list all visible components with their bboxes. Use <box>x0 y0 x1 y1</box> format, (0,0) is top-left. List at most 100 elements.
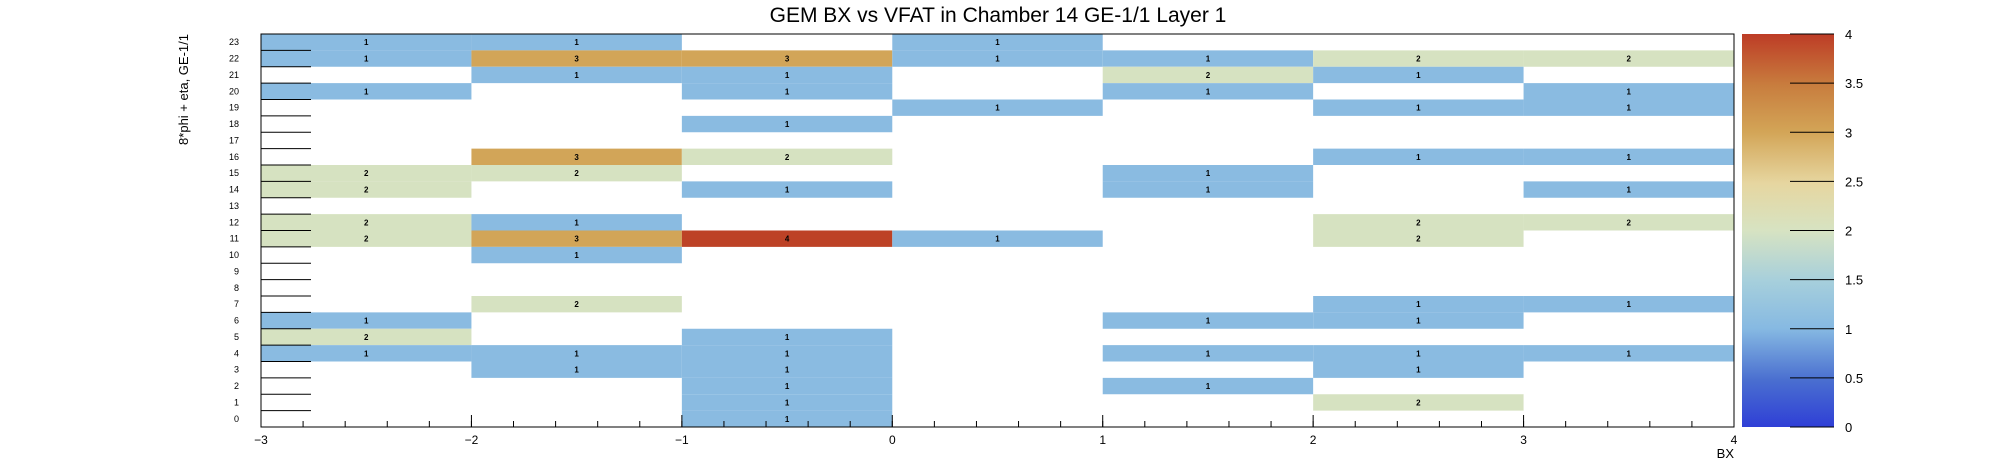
cell-value-label: 4 <box>785 235 790 244</box>
heatmap-cell <box>1313 230 1524 247</box>
cell-value-label: 1 <box>364 349 369 358</box>
cell-value-label: 1 <box>1416 104 1421 113</box>
heatmap-cells <box>261 34 1734 427</box>
heatmap-cell <box>471 34 682 51</box>
cell-value-label: 2 <box>1416 218 1421 227</box>
heatmap-cell <box>471 50 682 67</box>
heatmap-cell <box>471 148 682 165</box>
heatmap-cell <box>681 181 893 198</box>
cell-value-label: 1 <box>1627 349 1632 358</box>
cell-value-label: 2 <box>1206 71 1211 80</box>
y-tick-label: 14 <box>229 185 239 195</box>
heatmap-cell <box>471 66 682 84</box>
x-tick-label: −2 <box>465 433 479 447</box>
cell-value-label: 1 <box>1206 317 1211 326</box>
heatmap-cell <box>1523 83 1734 100</box>
colorbar-tick-label: 2 <box>1845 224 1852 239</box>
heatmap-cell <box>681 115 893 133</box>
heatmap-cell <box>892 34 1103 51</box>
heatmap-cell <box>1313 66 1524 84</box>
heatmap-cell <box>892 99 1103 116</box>
heatmap-cell <box>681 361 893 378</box>
heatmap-cell <box>681 230 893 247</box>
cell-value-label: 1 <box>574 349 579 358</box>
cell-value-label: 1 <box>995 38 1000 47</box>
cell-value-label: 2 <box>574 169 579 178</box>
heatmap-cell <box>1313 148 1524 165</box>
heatmap-cell <box>1102 66 1314 84</box>
cell-value-label: 1 <box>995 55 1000 64</box>
heatmap-cell <box>261 345 472 362</box>
colorbar-tick-label: 1 <box>1845 322 1852 337</box>
y-tick-label: 12 <box>229 217 239 227</box>
cell-value-label: 1 <box>785 415 790 424</box>
cell-value-label: 3 <box>574 55 579 64</box>
heatmap-cell <box>681 410 893 427</box>
y-tick-label: 23 <box>229 37 239 47</box>
cell-value-label: 1 <box>1416 153 1421 162</box>
heatmap-cell <box>681 377 893 395</box>
cell-value-label: 2 <box>364 218 369 227</box>
cell-value-label: 1 <box>574 38 579 47</box>
colorbar-ticks: 0 0.5 1 1.5 2 2.5 3 3.5 4 <box>1790 27 1863 435</box>
colorbar-tick-label: 2.5 <box>1845 174 1863 189</box>
cell-value-label: 1 <box>364 87 369 96</box>
cell-value-label: 1 <box>574 71 579 80</box>
heatmap-cell <box>1313 312 1524 329</box>
heatmap-cell <box>471 246 682 264</box>
cell-value-label: 3 <box>574 235 579 244</box>
cell-value-label: 1 <box>785 186 790 195</box>
y-tick-label: 9 <box>234 266 239 276</box>
heatmap-cell <box>1313 361 1524 378</box>
y-tick-label: 2 <box>234 381 239 391</box>
y-tick-label: 22 <box>229 54 239 64</box>
heatmap-cell <box>681 50 893 67</box>
cell-value-label: 1 <box>1206 169 1211 178</box>
x-tick-label: 2 <box>1310 433 1317 447</box>
heatmap-cell <box>681 66 893 84</box>
x-axis-label: BX <box>1717 446 1735 461</box>
heatmap-cell <box>471 214 682 231</box>
y-tick-label: 4 <box>234 348 239 358</box>
cell-value-label: 2 <box>364 235 369 244</box>
cell-value-label: 1 <box>1416 317 1421 326</box>
y-tick-label: 11 <box>230 234 239 244</box>
heatmap-cell <box>1523 296 1734 313</box>
y-tick-label: 20 <box>229 86 239 96</box>
cell-value-label: 2 <box>364 333 369 342</box>
colorbar-tick-label: 3.5 <box>1845 76 1863 91</box>
y-tick-label: 0 <box>234 414 239 424</box>
cell-value-label: 1 <box>1206 87 1211 96</box>
y-tick-label: 10 <box>229 250 239 260</box>
cell-value-label: 1 <box>364 38 369 47</box>
cell-value-label: 1 <box>1206 382 1211 391</box>
cell-value-label: 1 <box>1416 366 1421 375</box>
y-tick-label: 6 <box>234 316 239 326</box>
heatmap-cell <box>1102 165 1314 182</box>
cell-value-label: 1 <box>364 55 369 64</box>
cell-value-label: 1 <box>785 398 790 407</box>
colorbar-tick-label: 0.5 <box>1845 371 1863 386</box>
heatmap-cell <box>681 148 893 165</box>
heatmap-cell <box>1102 312 1314 329</box>
heatmap-cell <box>261 50 472 67</box>
heatmap-cell <box>261 83 472 100</box>
cell-value-label: 1 <box>1627 300 1632 309</box>
cell-value-label: 2 <box>1416 235 1421 244</box>
heatmap-cell <box>1313 50 1524 67</box>
cell-value-label: 1 <box>785 382 790 391</box>
cell-value-label: 1 <box>1206 55 1211 64</box>
x-axis-ticks: −3 −2 −1 0 1 2 3 4 <box>254 415 1738 447</box>
heatmap-cell <box>261 34 472 51</box>
cell-value-label: 1 <box>574 366 579 375</box>
heatmap-cell <box>681 83 893 100</box>
heatmap-cell <box>471 361 682 378</box>
y-axis-label: 8*phi + eta, GE-1/1 <box>176 34 191 145</box>
heatmap-cell <box>471 345 682 362</box>
heatmap-cell <box>681 328 893 346</box>
cell-value-label: 1 <box>785 87 790 96</box>
heatmap-cell <box>1102 377 1314 395</box>
x-tick-label: 0 <box>889 433 896 447</box>
cell-value-label: 1 <box>1416 300 1421 309</box>
y-tick-label: 8 <box>234 283 239 293</box>
